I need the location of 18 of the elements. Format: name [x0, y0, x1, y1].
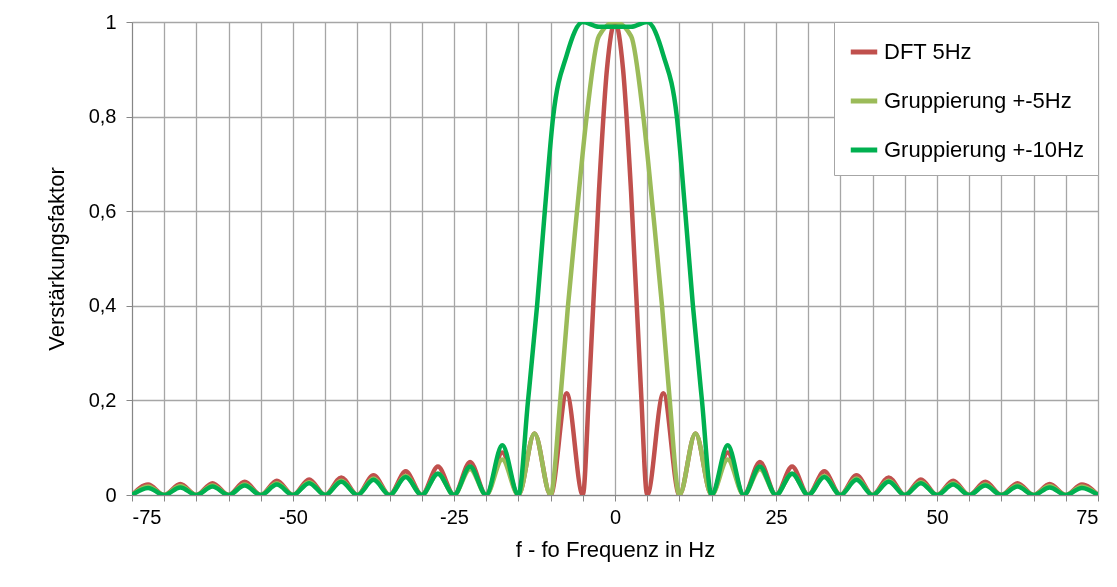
legend-label: Gruppierung +-10Hz	[884, 137, 1084, 162]
y-tick-label: 0,8	[88, 105, 117, 128]
x-tick-label: 25	[765, 505, 788, 528]
x-tick-label: -75	[132, 505, 162, 528]
y-tick-label: 0	[105, 483, 117, 506]
y-tick-label: 1	[105, 10, 117, 33]
x-axis-title: f - fo Frequenz in Hz	[515, 536, 716, 562]
y-tick-label: 0,4	[88, 294, 117, 317]
x-tick-label: 75	[1076, 505, 1099, 528]
y-tick-label: 0,6	[88, 199, 117, 222]
x-tick-label: 0	[609, 505, 622, 528]
legend-label: Gruppierung +-5Hz	[884, 88, 1072, 113]
x-tick-label: 50	[926, 505, 949, 528]
legend-label: DFT 5Hz	[884, 39, 972, 64]
x-tick-label: -50	[279, 505, 308, 528]
x-tick-label: -25	[440, 505, 469, 528]
y-tick-label: 0,2	[88, 388, 117, 411]
y-axis-title: Verstärkungsfaktor	[43, 167, 69, 351]
